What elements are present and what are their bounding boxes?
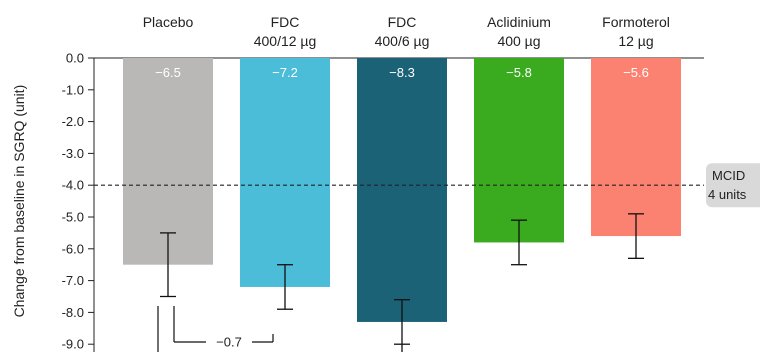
category-label: FDC [388, 14, 417, 30]
mcid-label: MCID [712, 168, 745, 183]
y-tick-label: -8.0 [62, 305, 84, 320]
category-label: Formoterol [602, 14, 670, 30]
category-sublabel: 12 µg [618, 33, 653, 49]
category-label: Aclidinium [487, 14, 551, 30]
category-label: FDC [271, 14, 300, 30]
y-axis-title: Change from baseline in SGRQ (unit) [11, 85, 27, 318]
bar [357, 58, 447, 322]
bar [591, 58, 681, 237]
bar-value-label: −6.5 [155, 65, 181, 80]
y-tick-label: -9.0 [62, 337, 84, 352]
category-label: Placebo [143, 14, 194, 30]
y-tick-label: -4.0 [62, 178, 84, 193]
comparison-label: −0.7 [216, 335, 242, 350]
bar-value-label: −5.6 [623, 65, 649, 80]
y-tick-label: -5.0 [62, 210, 84, 225]
bar-value-label: −8.3 [389, 65, 415, 80]
y-tick-label: -1.0 [62, 82, 84, 97]
category-sublabel: 400/6 µg [375, 33, 430, 49]
mcid-sublabel: 4 units [708, 187, 747, 202]
bar [240, 58, 330, 287]
bar [123, 58, 213, 265]
bar-value-label: −5.8 [506, 65, 532, 80]
y-tick-label: -2.0 [62, 114, 84, 129]
bar [474, 58, 564, 243]
y-tick-label: 0.0 [66, 51, 84, 66]
mcid-label-box [706, 163, 760, 208]
y-tick-label: -7.0 [62, 273, 84, 288]
category-sublabel: 400/12 µg [254, 33, 317, 49]
bar-value-label: −7.2 [272, 65, 298, 80]
y-tick-label: -6.0 [62, 241, 84, 256]
y-tick-label: -3.0 [62, 146, 84, 161]
category-sublabel: 400 µg [497, 33, 540, 49]
